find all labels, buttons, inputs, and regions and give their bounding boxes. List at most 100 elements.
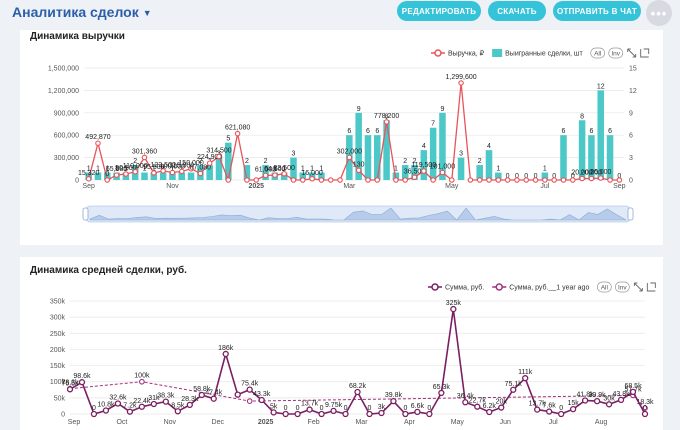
- revenue-data-label: 302,000: [337, 148, 362, 155]
- avg-current-point: [294, 410, 301, 418]
- legend-inv-button[interactable]: [608, 47, 624, 59]
- avg-current-legend-label: Сумма, руб.: [445, 284, 484, 292]
- range-handle-right[interactable]: [627, 207, 634, 221]
- revenue-chart: Выручка, ₽ Выигранные сделки, шт All Inv030…: [48, 47, 650, 223]
- avg-prev-data-label: 100k: [134, 373, 150, 380]
- range-navigator[interactable]: [82, 205, 634, 223]
- avg-current-data-label: 65.3k: [433, 384, 451, 391]
- avg-current-data-label: 75.1k: [505, 381, 523, 388]
- revenue-data-label: 83,500: [273, 165, 295, 172]
- avg-current-data-label: 0: [643, 405, 647, 412]
- bar: [541, 172, 549, 180]
- bar-data-label: 3: [292, 151, 296, 158]
- revenue-point: [421, 168, 427, 174]
- bar-data-label: 1: [282, 166, 286, 173]
- page-title: Аналитика сделок: [12, 4, 139, 20]
- x-tick-label: 2025: [258, 419, 274, 426]
- avg-current-point: [593, 397, 601, 405]
- bar-data-label: 3: [459, 151, 463, 158]
- bar-data-label: 0: [571, 173, 575, 180]
- avg-deal-chart-title: Динамика средней сделки, руб.: [30, 265, 187, 276]
- avg-current-data-label: 39.9k: [589, 392, 607, 399]
- legend-all-button[interactable]: [590, 47, 606, 59]
- bar: [495, 172, 502, 180]
- avg-prev-legend-label: Сумма, руб.__1 year ago: [509, 284, 589, 292]
- x-tick-label: Oct: [116, 419, 127, 426]
- revenue-point: [132, 169, 138, 175]
- y-tick-label: 250k: [50, 331, 66, 338]
- avg-current-point: [102, 407, 110, 414]
- download-button[interactable]: СКАЧАТЬ: [488, 1, 546, 21]
- revenue-point: [532, 177, 539, 183]
- avg-current-data-label: 6.6k: [411, 403, 425, 410]
- avg-current-point: [390, 398, 397, 405]
- bar-data-label: 2: [133, 158, 137, 165]
- range-handle-left[interactable]: [82, 207, 89, 221]
- send-to-chat-button[interactable]: ОТПРАВИТЬ В ЧАТ: [553, 1, 641, 21]
- report-title-dropdown[interactable]: Аналитика сделок ▼: [12, 4, 152, 20]
- revenue-point: [113, 172, 120, 178]
- legend-all-button[interactable]: [596, 281, 612, 293]
- revenue-point: [486, 177, 492, 183]
- avg-current-point: [534, 406, 541, 413]
- more-dots-icon[interactable]: •••: [646, 0, 672, 26]
- bar: [159, 172, 167, 180]
- revenue-point: [216, 153, 222, 160]
- zoom-icon[interactable]: [633, 282, 643, 292]
- bar: [374, 135, 381, 180]
- avg-current-data-label: 47.4k: [205, 390, 223, 397]
- zoom-icon[interactable]: [627, 48, 637, 58]
- edit-button[interactable]: РЕДАКТИРОВАТЬ: [397, 1, 481, 21]
- revenue-line: [88, 82, 620, 183]
- revenue-point: [141, 154, 148, 161]
- revenue-point: [123, 171, 129, 177]
- bar-data-label: 8: [385, 113, 389, 120]
- revenue-point: [234, 130, 241, 137]
- revenue-data-label: 20,000: [571, 170, 593, 177]
- avg-prev-point: [246, 398, 253, 404]
- legend-inv-button[interactable]: [614, 281, 630, 293]
- avg-current-point: [450, 305, 457, 313]
- revenue-point: [225, 177, 232, 183]
- bar: [364, 135, 372, 180]
- revenue-point: [281, 171, 287, 177]
- x-tick-label: Mar: [343, 183, 356, 190]
- avg-current-data-label: 0: [320, 405, 324, 412]
- avg-current-point: [198, 391, 205, 399]
- revenue-data-label: 26,000: [590, 169, 612, 176]
- x-tick-label: Jun: [500, 419, 511, 426]
- reset-zoom-icon[interactable]: [646, 282, 656, 292]
- avg-current-data-label: 41.8k: [577, 392, 595, 399]
- y-tick-label: 300k: [50, 315, 66, 322]
- revenue-point: [393, 177, 399, 183]
- bar: [94, 172, 102, 180]
- revenue-point: [430, 177, 436, 183]
- bar: [150, 172, 158, 180]
- revenue-point: [327, 177, 334, 183]
- bar-data-label: 1: [105, 166, 109, 173]
- revenue-point: [449, 177, 455, 183]
- reset-zoom-icon[interactable]: [640, 48, 650, 58]
- bar: [485, 150, 493, 180]
- revenue-point: [85, 176, 92, 182]
- bar-data-label: 6: [375, 128, 379, 135]
- revenue-point: [542, 177, 548, 183]
- avg-current-point: [581, 397, 589, 404]
- bar-data-label: 1: [319, 166, 323, 173]
- bar: [597, 90, 604, 180]
- y-tick-label: 200k: [50, 347, 66, 354]
- avg-current-data-label: 43.3k: [253, 391, 271, 398]
- bar: [439, 112, 446, 180]
- y-right-tick-label: 3: [629, 155, 633, 162]
- chevron-down-icon: ▼: [142, 8, 152, 19]
- avg-current-point: [354, 388, 361, 396]
- avg-current-data-label: 36.4k: [457, 393, 475, 400]
- y-right-tick-label: 9: [629, 110, 633, 117]
- avg-current-data-label: 38.3k: [157, 393, 175, 400]
- bar: [383, 120, 390, 180]
- bar: [578, 120, 586, 180]
- revenue-data-label: 20,000: [581, 170, 603, 177]
- bar: [141, 172, 148, 180]
- avg-current-point: [569, 406, 577, 413]
- revenue-data-label: 15,320: [78, 170, 100, 177]
